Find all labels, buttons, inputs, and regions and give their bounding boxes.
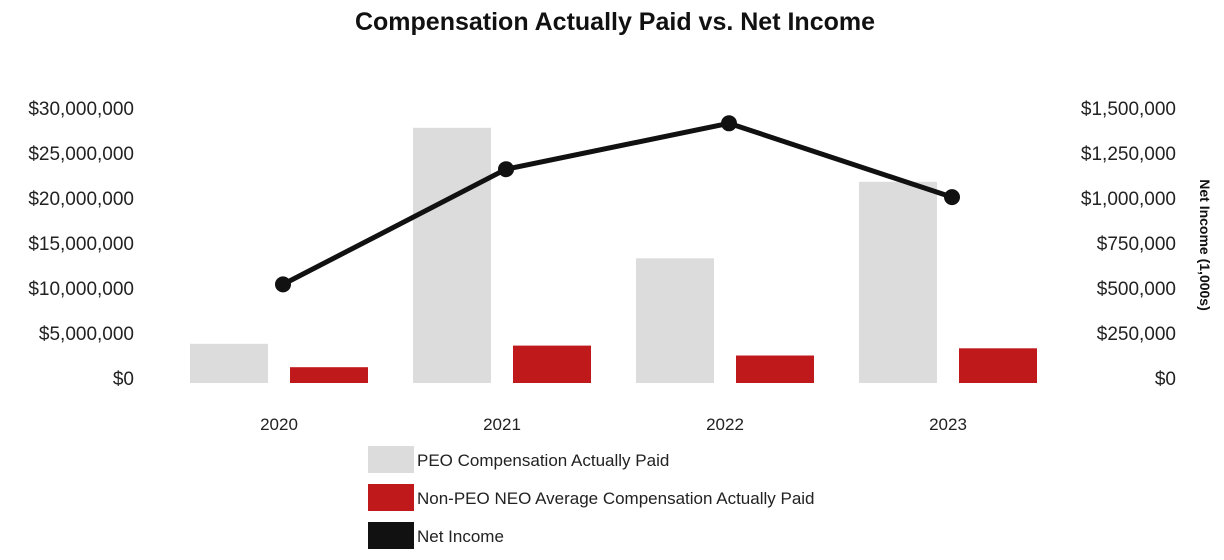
legend: PEO Compensation Actually Paid Non-PEO NE… <box>368 446 815 549</box>
x-tick-label: 2021 <box>483 415 521 434</box>
net-income-line-group <box>275 115 960 293</box>
x-axis-ticks: 2020 2021 2022 2023 <box>260 415 967 434</box>
net-income-point-2020 <box>275 276 291 293</box>
legend-net-income-swatch <box>368 522 414 549</box>
right-tick-label: $0 <box>1155 369 1176 390</box>
non-peo-bar-2020 <box>290 367 368 383</box>
peo-bar-2022 <box>636 258 714 383</box>
non-peo-bar-2021 <box>513 345 591 383</box>
x-tick-label: 2020 <box>260 415 298 434</box>
right-tick-label: $1,500,000 <box>1081 99 1176 120</box>
left-tick-label: $15,000,000 <box>28 234 134 255</box>
net-income-point-2021 <box>498 161 514 178</box>
left-tick-label: $0 <box>113 369 134 390</box>
legend-peo-label: PEO Compensation Actually Paid <box>417 451 669 470</box>
non-peo-bar-2023 <box>959 348 1037 383</box>
legend-net-income-label: Net Income <box>417 527 504 546</box>
right-tick-label: $500,000 <box>1097 279 1176 300</box>
net-income-line <box>281 120 953 287</box>
right-tick-label: $250,000 <box>1097 324 1176 345</box>
legend-peo-swatch <box>368 446 414 473</box>
x-tick-label: 2022 <box>706 415 744 434</box>
left-tick-label: $5,000,000 <box>39 324 134 345</box>
right-tick-label: $1,250,000 <box>1081 144 1176 165</box>
bars-group <box>190 127 1037 383</box>
right-tick-label: $1,000,000 <box>1081 189 1176 210</box>
net-income-point-2022 <box>721 115 737 132</box>
peo-bar-2023 <box>859 181 937 383</box>
left-axis-ticks: $0 $5,000,000 $10,000,000 $15,000,000 $20,00… <box>28 99 134 390</box>
net-income-point-2023 <box>944 189 960 206</box>
non-peo-bar-2022 <box>736 355 814 383</box>
peo-bar-2020 <box>190 343 268 383</box>
left-tick-label: $20,000,000 <box>28 189 134 210</box>
x-tick-label: 2023 <box>929 415 967 434</box>
legend-non-peo-swatch <box>368 484 414 511</box>
legend-non-peo-label: Non-PEO NEO Average Compensation Actuall… <box>417 489 815 508</box>
right-axis-ticks: $0 $250,000 $500,000 $750,000 $1,000,000 $1,2… <box>1081 99 1176 390</box>
peo-bar-2021 <box>413 127 491 383</box>
right-tick-label: $750,000 <box>1097 234 1176 255</box>
chart-title: Compensation Actually Paid vs. Net Incom… <box>355 8 875 36</box>
left-tick-label: $25,000,000 <box>28 144 134 165</box>
left-tick-label: $10,000,000 <box>28 279 134 300</box>
right-axis-label: Net Income (1,000s) <box>1197 179 1213 311</box>
left-tick-label: $30,000,000 <box>28 99 134 120</box>
